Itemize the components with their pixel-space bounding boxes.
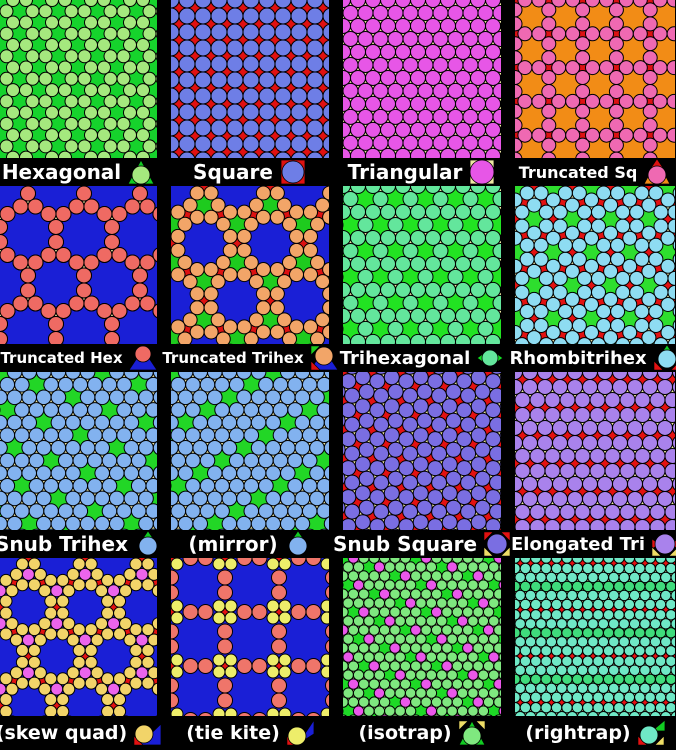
tile-tie-kite[interactable]: (tie kite) <box>171 558 329 750</box>
tile-label-bar: Truncated Trihex <box>162 344 338 372</box>
tile-label-bar: Snub Trihex <box>0 530 158 558</box>
tile-square[interactable]: Square <box>171 0 329 186</box>
tile-label-bar: Trihexagonal <box>339 344 504 372</box>
truncated-square-icon <box>643 159 671 185</box>
pattern-canvas <box>515 558 675 716</box>
tile-label-bar: Elongated Tri <box>511 530 676 558</box>
tile-trihexagonal[interactable]: Trihexagonal <box>339 186 504 372</box>
tile-label-bar: Truncated Hex <box>0 344 157 372</box>
rhombitrihex-icon <box>653 345 676 371</box>
trihexagonal-icon <box>476 345 504 371</box>
tile-label-rhombitrihex: Rhombitrihex <box>509 347 647 369</box>
tile-label-bar: (rightrap) <box>515 716 675 750</box>
tile-label-bar: (isotrap) <box>343 716 501 750</box>
tile-label-truncated-trihex: Truncated Trihex <box>162 349 304 367</box>
tile-snub-trihex[interactable]: Snub Trihex <box>0 372 158 558</box>
tile-label-elongated-tri: Elongated Tri <box>511 533 645 555</box>
snub-square-icon <box>483 531 511 557</box>
snub-trihex-mirror-icon <box>284 531 312 557</box>
pattern-canvas <box>343 372 501 530</box>
tile-label-bar: (mirror) <box>171 530 329 558</box>
tile-rhombitrihex[interactable]: Rhombitrihex <box>509 186 676 372</box>
pattern-canvas <box>343 186 501 344</box>
tile-truncated-trihex[interactable]: Truncated Trihex <box>162 186 338 372</box>
tile-label-bar: (tie kite) <box>171 716 329 750</box>
tile-snub-square[interactable]: Snub Square <box>333 372 511 558</box>
truncated-hex-icon <box>128 345 157 371</box>
pattern-canvas <box>0 186 157 344</box>
tile-snub-trihex-mirror[interactable]: (mirror) <box>171 372 329 558</box>
pattern-canvas <box>171 558 329 716</box>
tile-label-bar: Hexagonal <box>0 158 157 186</box>
pattern-canvas <box>0 558 157 716</box>
snub-trihex-icon <box>134 531 162 557</box>
tile-label-skew-quad: (skew quad) <box>0 722 128 744</box>
tile-label-truncated-hex: Truncated Hex <box>0 349 123 367</box>
tile-triangular[interactable]: Triangular <box>343 0 501 186</box>
truncated-trihex-icon <box>309 345 338 371</box>
tile-label-bar: Truncated Sq <box>515 158 675 186</box>
tile-elongated-tri[interactable]: Elongated Tri <box>511 372 676 558</box>
tile-label-bar: Square <box>171 158 329 186</box>
pattern-canvas <box>171 0 329 158</box>
skew-quad-icon <box>133 720 162 746</box>
isotrap-icon <box>457 720 486 746</box>
tile-label-tie-kite: (tie kite) <box>186 722 280 744</box>
tile-label-square: Square <box>193 160 273 184</box>
tile-label-triangular: Triangular <box>347 160 463 184</box>
rightrap-icon <box>637 720 665 746</box>
hexagonal-icon <box>127 159 155 185</box>
tile-label-bar: Rhombitrihex <box>509 344 676 372</box>
tile-label-snub-trihex-mirror: (mirror) <box>188 532 278 556</box>
pattern-canvas <box>515 0 675 158</box>
tile-truncated-square[interactable]: Truncated Sq <box>515 0 675 186</box>
tie-kite-icon <box>286 720 314 746</box>
elongated-tri-icon <box>651 531 676 557</box>
pattern-canvas <box>0 372 157 530</box>
tile-label-bar: (skew quad) <box>0 716 162 750</box>
tile-label-truncated-square: Truncated Sq <box>518 162 638 182</box>
tile-label-snub-trihex: Snub Trihex <box>0 532 129 556</box>
pattern-canvas <box>0 0 157 158</box>
tile-label-hexagonal: Hexagonal <box>1 160 122 184</box>
tile-label-isotrap: (isotrap) <box>358 722 452 744</box>
tile-isotrap[interactable]: (isotrap) <box>343 558 501 750</box>
tile-label-bar: Triangular <box>343 158 501 186</box>
pattern-canvas <box>343 558 501 716</box>
square-icon <box>279 159 307 185</box>
tile-label-rightrap: (rightrap) <box>525 722 631 744</box>
tile-skew-quad[interactable]: (skew quad) <box>0 558 162 750</box>
pattern-canvas <box>515 186 675 344</box>
pattern-canvas <box>343 0 501 158</box>
tile-label-snub-square: Snub Square <box>332 532 478 556</box>
pattern-canvas <box>515 372 675 530</box>
tile-rightrap[interactable]: (rightrap) <box>515 558 675 750</box>
tile-truncated-hex[interactable]: Truncated Hex <box>0 186 157 372</box>
tile-hexagonal[interactable]: Hexagonal <box>0 0 157 186</box>
tile-label-bar: Snub Square <box>333 530 511 558</box>
pattern-canvas <box>171 186 329 344</box>
tile-label-trihexagonal: Trihexagonal <box>339 347 471 369</box>
pattern-canvas <box>171 372 329 530</box>
triangular-icon <box>468 159 496 185</box>
